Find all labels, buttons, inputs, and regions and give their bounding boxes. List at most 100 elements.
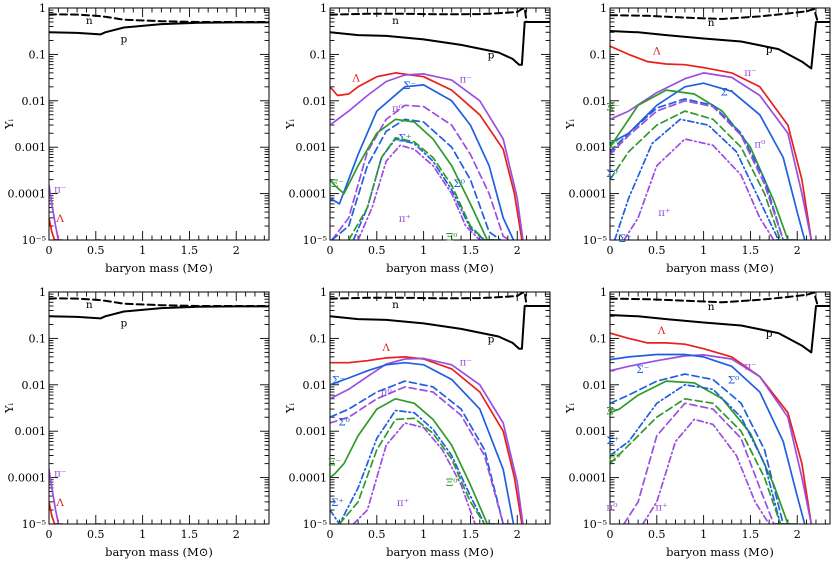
y-tick-label: 0.01	[583, 379, 608, 392]
series-label: π⁰	[392, 103, 403, 115]
series-label: Σ⁻	[332, 375, 345, 387]
y-tick-label: 0.01	[22, 95, 47, 108]
series-label: p	[121, 34, 128, 46]
series-label: Λ	[55, 213, 64, 225]
series-label: p	[766, 328, 773, 340]
y-tick-label: 10⁻⁵	[303, 234, 327, 247]
y-tick-label: 0.1	[590, 332, 608, 345]
y-tick-label: 0.001	[15, 425, 47, 438]
x-tick-label: 1.5	[742, 528, 760, 541]
panel-top-middle: 0 0.5 1 1.5 2 10⁻⁵ 0.0001 0.001 0.01 0.1 1 baryon m…	[283, 2, 551, 275]
series-line	[330, 72, 523, 240]
y-tick-label: 1	[600, 2, 607, 15]
series-label: n	[708, 17, 715, 29]
y-tick-label: 10⁻⁵	[22, 518, 46, 531]
x-axis-title: baryon mass (M⊙)	[666, 545, 774, 559]
y-axis-title: Yᵢ	[563, 402, 577, 414]
series-label: π⁺	[397, 497, 409, 509]
y-tick-label: 0.1	[29, 332, 47, 345]
series-line	[610, 110, 789, 240]
series-line	[610, 353, 806, 524]
panel-curves	[49, 297, 269, 524]
series-line	[610, 373, 794, 524]
y-axis-title: Yᵢ	[563, 118, 577, 130]
y-tick-label: 10⁻⁵	[583, 234, 607, 247]
x-tick-label: 2	[514, 244, 521, 257]
y-tick-label: 0.1	[590, 48, 608, 61]
series-label: Λ	[652, 46, 661, 58]
y-tick-label: 0.0001	[8, 472, 47, 485]
series-line	[610, 292, 830, 307]
series-label: Λ	[657, 325, 666, 337]
y-tick-label: 0.001	[576, 425, 608, 438]
series-label: Λ	[55, 497, 64, 509]
series-line	[610, 305, 830, 354]
series-line	[330, 118, 500, 240]
series-label: n	[86, 299, 93, 311]
y-tick-label: 0.01	[303, 95, 328, 108]
series-label: π⁻	[460, 74, 472, 86]
series-label: n	[86, 15, 93, 27]
series-label: Σ⁺	[606, 435, 619, 447]
series-label: Ξ⁻	[606, 102, 619, 114]
x-tick-label: 1.5	[181, 528, 199, 541]
series-line	[330, 292, 550, 307]
series-label: Ξ⁻	[331, 178, 344, 190]
series-line	[610, 397, 789, 524]
series-label: Σ⁰	[606, 168, 618, 180]
panel-bottom-left: 0 0.5 1 1.5 2 10⁻⁵ 0.0001 0.001 0.01 0.1 1 baryon m…	[2, 286, 270, 559]
series-line	[330, 305, 550, 350]
y-tick-label: 0.01	[22, 379, 47, 392]
series-label: Ξ⁰	[609, 139, 621, 151]
y-tick-label: 0.0001	[569, 188, 608, 201]
series-label: p	[121, 318, 128, 330]
series-line	[610, 72, 813, 240]
x-tick-label: 0.5	[368, 244, 386, 257]
series-label: Λ	[381, 342, 390, 354]
y-tick-label: 0.0001	[289, 472, 328, 485]
series-label: Ξ⁰	[446, 231, 458, 243]
y-tick-label: 0.001	[15, 141, 47, 154]
series-label: π⁻	[54, 467, 66, 479]
series-label: p	[766, 44, 773, 56]
x-tick-label: 0	[46, 244, 53, 257]
series-line	[610, 8, 830, 23]
series-label: π⁺	[399, 213, 411, 225]
series-label: Σ⁰	[453, 178, 465, 190]
x-tick-label: 1	[700, 244, 707, 257]
x-tick-label: 0.5	[368, 528, 386, 541]
series-line	[49, 305, 269, 320]
series-line	[330, 21, 550, 66]
x-tick-label: 0	[327, 528, 334, 541]
x-tick-label: 2	[794, 244, 801, 257]
x-tick-label: 1	[420, 244, 427, 257]
panel-frame	[329, 291, 551, 525]
series-label: Σ⁻	[403, 80, 416, 92]
series-line	[330, 397, 500, 524]
x-tick-label: 0	[46, 528, 53, 541]
x-tick-label: 2	[794, 528, 801, 541]
series-line	[613, 118, 787, 240]
y-tick-label: 10⁻⁵	[583, 518, 607, 531]
series-label: Ξ⁻	[328, 457, 341, 469]
series-line	[330, 357, 524, 524]
panel-curves	[610, 8, 830, 240]
series-label: Σ⁺	[618, 233, 631, 245]
panel-curves	[49, 13, 269, 240]
x-tick-label: 2	[233, 244, 240, 257]
y-tick-label: 0.0001	[289, 188, 328, 201]
series-line	[352, 422, 489, 524]
series-line	[610, 354, 813, 524]
x-axis-title: baryon mass (M⊙)	[105, 261, 213, 275]
series-label: π⁻	[54, 183, 66, 195]
x-tick-label: 1	[139, 244, 146, 257]
x-axis-title: baryon mass (M⊙)	[386, 261, 494, 275]
series-line	[49, 217, 60, 240]
panel-frame	[48, 7, 270, 241]
series-label: Λ	[351, 72, 360, 84]
series-line	[610, 82, 806, 240]
series-line	[641, 418, 778, 524]
series-line	[623, 138, 782, 240]
series-line	[49, 501, 60, 524]
